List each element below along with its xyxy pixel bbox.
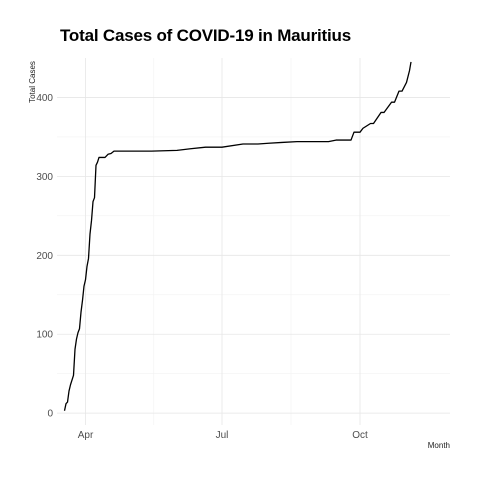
x-tick-label: Apr	[78, 430, 94, 441]
y-tick-label: 400	[36, 93, 53, 104]
y-tick-label: 200	[36, 251, 53, 262]
y-axis-label: Total Cases	[28, 61, 37, 103]
grid	[57, 58, 450, 425]
x-tick-label: Jul	[216, 430, 229, 441]
x-axis-label: Month	[428, 441, 450, 450]
y-tick-label: 0	[47, 409, 53, 420]
y-tick-label: 300	[36, 172, 53, 183]
y-tick-label: 100	[36, 330, 53, 341]
series	[63, 61, 412, 411]
x-tick-label: Oct	[352, 430, 368, 441]
series-line-total-cases	[63, 61, 412, 411]
chart-title: Total Cases of COVID-19 in Mauritius	[60, 26, 351, 45]
axis-ticks: 0 100 200 300 400 Apr Jul Oct	[36, 93, 368, 441]
